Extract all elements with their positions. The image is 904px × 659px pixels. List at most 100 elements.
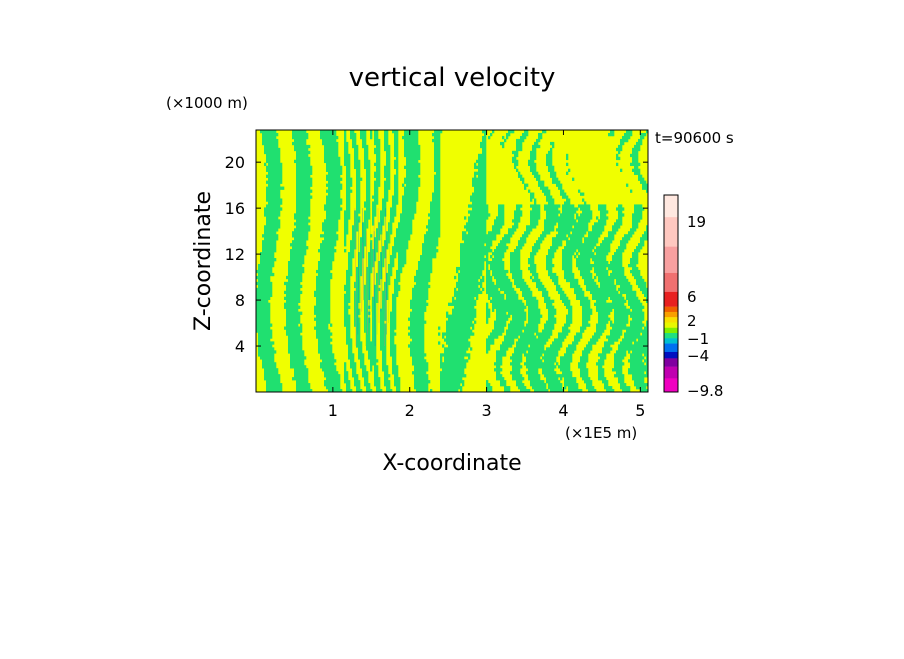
y-unit-label: (×1000 m) [166,94,248,112]
negative-velocity-region [522,278,525,298]
negative-velocity-region [406,130,409,250]
negative-velocity-region [492,252,495,256]
negative-velocity-region [458,272,461,390]
negative-velocity-region [544,323,547,345]
negative-velocity-region [300,335,303,392]
negative-velocity-region [546,347,549,384]
negative-velocity-region [398,284,401,292]
negative-velocity-region [494,219,497,241]
negative-velocity-region [612,255,615,309]
y-tick-label: 12 [225,245,245,264]
negative-velocity-region [640,132,643,146]
negative-velocity-region [292,231,295,238]
negative-velocity-region [626,183,629,187]
negative-velocity-region [394,174,397,217]
negative-velocity-region [338,156,341,220]
chart-title: vertical velocity [349,63,556,93]
negative-velocity-region [344,130,347,167]
negative-velocity-region [498,350,501,381]
negative-velocity-region [268,130,271,300]
negative-velocity-region [594,249,597,253]
negative-velocity-region [556,338,559,357]
negative-velocity-region [534,296,537,333]
negative-velocity-region [546,320,549,342]
negative-velocity-region [536,204,539,226]
negative-velocity-region [572,204,575,226]
negative-velocity-region [564,323,567,339]
negative-velocity-region [384,165,387,178]
negative-velocity-region [412,130,415,220]
negative-velocity-region [560,332,563,348]
negative-velocity-region [512,225,515,235]
negative-velocity-region [290,249,293,369]
negative-velocity-region [256,287,259,333]
negative-velocity-region [522,377,525,381]
negative-velocity-region [624,299,627,303]
negative-velocity-region [576,222,579,250]
negative-velocity-region [298,305,301,309]
negative-velocity-region [498,204,501,235]
negative-velocity-region [504,380,507,392]
negative-velocity-region [270,130,273,277]
negative-velocity-region [646,320,648,378]
negative-velocity-region [472,323,475,330]
negative-velocity-region [528,189,531,193]
negative-velocity-region [524,362,527,366]
negative-velocity-region [644,281,647,298]
negative-velocity-region [640,174,643,184]
negative-velocity-region [580,213,583,277]
negative-velocity-region [550,147,553,178]
negative-velocity-region [564,192,567,199]
negative-velocity-region [490,261,493,271]
negative-velocity-region [314,326,317,330]
negative-velocity-region [298,311,301,324]
negative-velocity-region [262,234,265,238]
negative-velocity-region [606,302,609,324]
negative-velocity-region [386,231,389,250]
negative-velocity-region [372,249,375,268]
negative-velocity-region [372,195,375,199]
negative-velocity-region [630,284,633,309]
negative-velocity-region [402,183,405,187]
negative-velocity-region [278,219,281,229]
negative-velocity-region [476,159,479,164]
negative-velocity-region [456,266,459,274]
negative-velocity-region [492,225,495,241]
negative-velocity-region [502,141,505,149]
negative-velocity-region [644,383,647,392]
negative-velocity-region [626,130,629,143]
negative-velocity-region [578,332,581,342]
negative-velocity-region [550,344,553,392]
negative-velocity-region [408,317,411,321]
negative-velocity-region [592,225,595,250]
negative-velocity-region [510,362,513,366]
negative-velocity-region [514,290,517,339]
negative-velocity-region [554,204,557,226]
negative-velocity-region [630,228,633,238]
negative-velocity-region [526,183,529,187]
heatmap-field [256,130,648,392]
negative-velocity-region [562,204,565,241]
negative-velocity-region [508,278,511,318]
negative-velocity-region [468,341,471,348]
negative-velocity-region [570,371,573,392]
colorbar-bin [664,217,678,247]
jet-streak [377,208,380,324]
negative-velocity-region [588,377,591,392]
negative-velocity-region [588,204,591,223]
negative-velocity-region [354,132,357,170]
negative-velocity-region [268,302,271,392]
negative-velocity-region [434,174,437,259]
negative-velocity-region [336,141,339,232]
negative-velocity-region [450,314,453,392]
negative-velocity-region [424,359,427,392]
colorbar-bin [664,306,678,313]
negative-velocity-region [300,290,303,295]
negative-velocity-region [646,383,648,387]
negative-velocity-region [638,299,641,390]
negative-velocity-region [520,174,523,181]
negative-velocity-region [538,278,541,292]
negative-velocity-region [636,296,639,339]
negative-velocity-region [382,246,385,268]
